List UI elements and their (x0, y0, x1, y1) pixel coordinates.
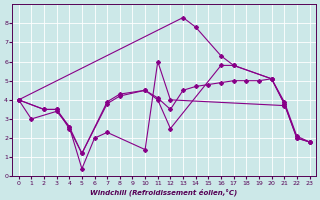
X-axis label: Windchill (Refroidissement éolien,°C): Windchill (Refroidissement éolien,°C) (91, 188, 238, 196)
